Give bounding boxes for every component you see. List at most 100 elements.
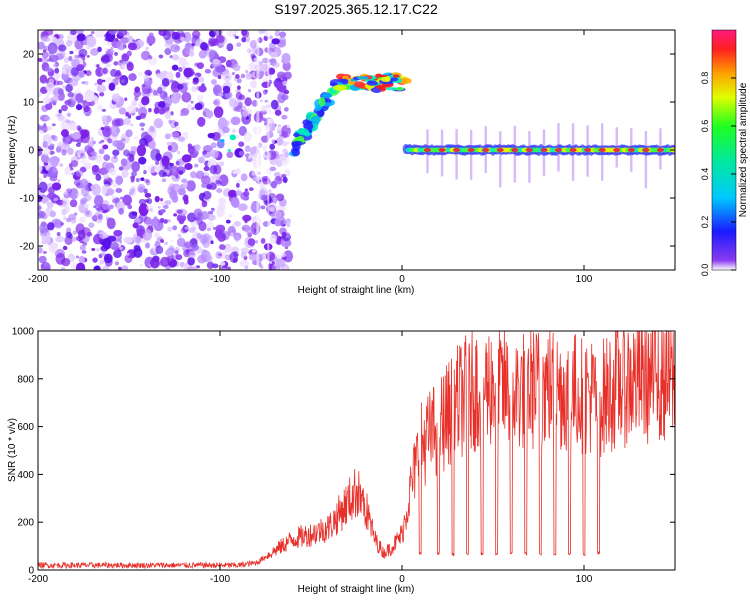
spectrogram-cell <box>236 85 241 90</box>
colorbar-tick-label: 0.4 <box>700 168 710 181</box>
spectrogram-cell <box>108 82 116 91</box>
spectrogram-cell <box>119 246 123 250</box>
spectrogram-cell <box>260 135 270 143</box>
spectrogram-cell <box>220 265 227 270</box>
spectrogram-cell <box>148 32 154 37</box>
spectrogram-cell <box>244 265 249 270</box>
spectrogram-cell <box>218 253 223 257</box>
spectrogram-cell <box>90 151 97 156</box>
spectrogram-cell <box>102 125 112 138</box>
spectrogram-cell <box>246 48 253 54</box>
spectrogram-cell <box>292 140 304 147</box>
spectrogram-cell <box>161 178 167 183</box>
spectrogram-cell <box>130 177 135 183</box>
spectrogram-cell <box>125 112 129 117</box>
spectrogram-spike <box>571 123 575 181</box>
spectrogram-cell <box>113 154 118 159</box>
spectrogram-cell <box>38 145 43 157</box>
spectrogram-cell <box>366 80 379 86</box>
spectrogram-cell <box>170 79 175 84</box>
spectrogram-cell <box>162 30 171 41</box>
spectrogram-cell <box>208 30 215 37</box>
spectrogram-cell <box>61 208 67 216</box>
spectrogram-cell <box>192 79 199 85</box>
spectrogram-x-axis: -200 -100 0 100 <box>28 30 593 285</box>
spectrogram-cell <box>175 174 179 179</box>
spectrogram-cell <box>183 182 188 188</box>
spectrogram-cell <box>260 187 267 196</box>
spectrogram-cell <box>177 136 185 142</box>
spectrogram-cell <box>227 148 232 152</box>
spectrogram-cell <box>194 163 199 168</box>
y-tick-label: 10 <box>23 98 35 109</box>
spectrogram-cell <box>235 91 243 100</box>
spectrogram-cell <box>282 80 289 86</box>
spectrogram-cell <box>113 249 122 259</box>
spectrogram-cell <box>247 238 256 246</box>
spectrogram-cell <box>98 148 105 155</box>
spectrogram-cell <box>84 80 89 86</box>
spectrogram-spike <box>630 128 633 172</box>
spectrogram-cell <box>96 247 100 252</box>
spectrogram-cell <box>244 97 252 107</box>
spectrogram-cell <box>78 71 85 78</box>
spectrogram-cell <box>170 44 181 53</box>
spectrogram-cell <box>128 211 138 220</box>
spectrogram-cell <box>57 178 61 183</box>
spectrogram-cell <box>44 37 50 42</box>
spectrogram-cell <box>161 78 170 87</box>
spectrogram-cell <box>142 165 146 170</box>
spectrogram-cell <box>222 126 230 134</box>
spectrogram-cell <box>139 112 147 120</box>
spectrogram-cell <box>196 265 200 269</box>
spectrogram-cell <box>100 252 106 257</box>
spectrogram-cell <box>175 160 180 166</box>
spectrogram-cell <box>146 35 156 45</box>
x-tick-label: 100 <box>576 574 593 585</box>
x-tick-label: 0 <box>399 574 405 585</box>
spectrogram-cell <box>58 109 62 114</box>
spectrogram-cell <box>238 150 245 156</box>
spectrogram-cell <box>233 220 241 227</box>
spectrogram-cell <box>151 132 157 139</box>
spectrogram-cell <box>76 30 84 35</box>
spectrogram-cell <box>174 121 179 127</box>
spectrogram-cell <box>165 265 171 270</box>
spectrogram-cell <box>167 226 173 232</box>
spectrogram-cell <box>262 89 268 95</box>
spectrogram-cell <box>176 209 183 214</box>
spectrogram-cell <box>96 64 100 68</box>
spectrogram-cell <box>354 81 366 88</box>
spectrogram-cell <box>212 263 219 269</box>
spectrogram-cell <box>120 79 126 84</box>
spectrogram-cell <box>144 192 152 198</box>
spectrogram-gap <box>256 30 260 270</box>
spectrogram-cell <box>250 80 258 89</box>
spectrogram-cell <box>482 148 490 152</box>
spectrogram-cell <box>96 104 103 111</box>
spectrogram-cell <box>76 192 82 197</box>
spectrogram-cell <box>226 43 234 52</box>
spectrogram-cell <box>241 105 247 111</box>
spectrogram-cell <box>61 266 66 270</box>
spectrogram-cell <box>260 194 270 201</box>
spectrogram-cell <box>225 219 231 224</box>
spectrogram-cell <box>49 156 60 165</box>
spectrogram-cell <box>158 169 166 178</box>
colorbar-tick-label: 0.6 <box>700 120 710 133</box>
spectrogram-cell <box>198 49 207 59</box>
spectrogram-cell <box>160 239 164 243</box>
spectrogram-cell <box>235 73 240 79</box>
spectrogram-cell <box>642 148 650 152</box>
spectrogram-cell <box>41 147 51 156</box>
x-tick-label: -200 <box>28 574 48 585</box>
spectrogram-cell <box>219 260 226 267</box>
spectrogram-cell <box>146 198 153 205</box>
spectrogram-cell <box>118 207 124 215</box>
spectrogram-cell <box>244 188 248 192</box>
spectrogram-cell <box>242 30 250 38</box>
spectrogram-cell <box>203 107 209 113</box>
spectrogram-cell <box>46 126 53 131</box>
spectrogram-cell <box>38 202 41 206</box>
spectrogram-cell <box>139 263 144 267</box>
